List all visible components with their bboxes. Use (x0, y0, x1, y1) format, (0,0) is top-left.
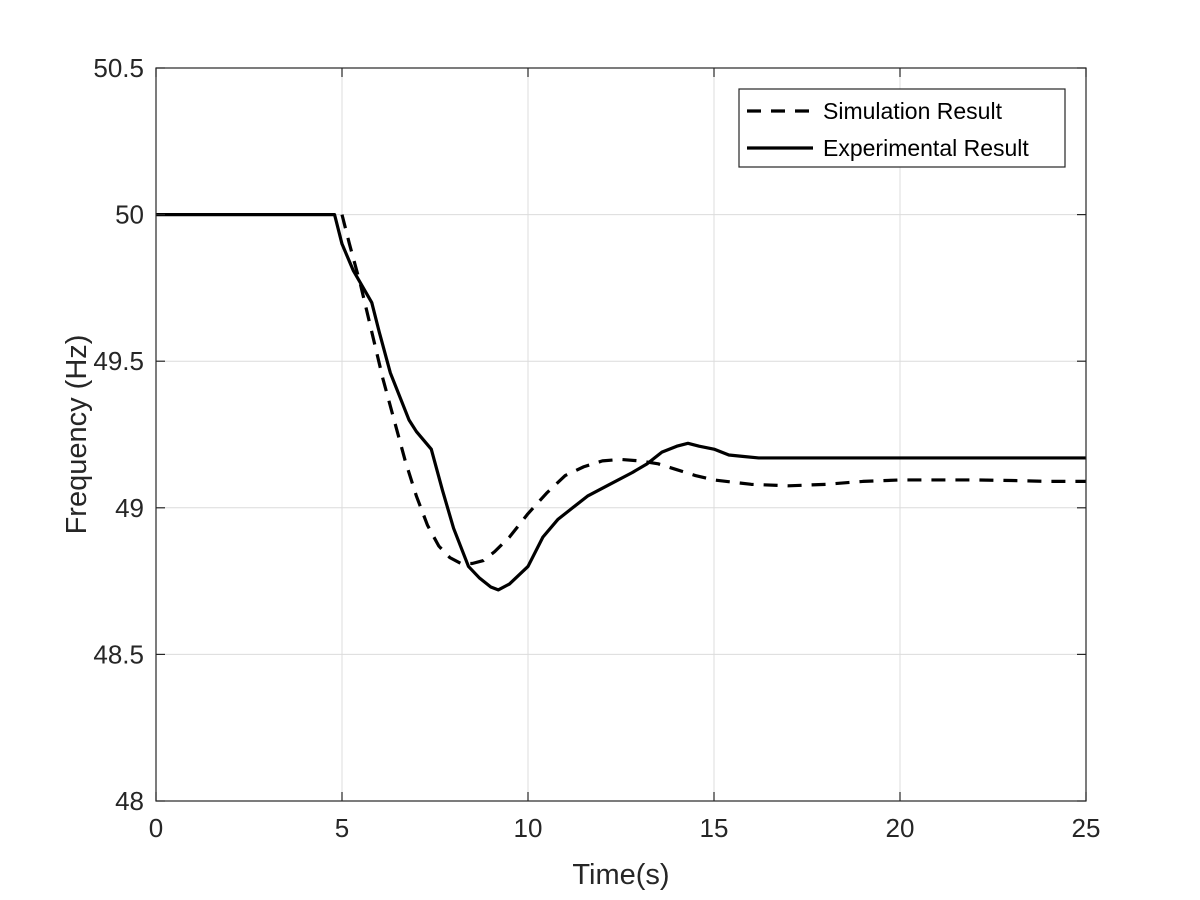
series-layer (156, 213, 1086, 592)
y-tick-label: 48 (115, 786, 144, 816)
legend: Simulation Result Experimental Result (738, 88, 1066, 168)
x-axis-label: Time(s) (572, 859, 669, 891)
y-tick-label: 50.5 (93, 53, 144, 83)
plot-area-border (155, 67, 1087, 802)
x-tick-label: 10 (514, 813, 543, 843)
y-tick-label: 50 (115, 200, 144, 230)
series-line-2 (156, 213, 1086, 592)
x-tick-label: 20 (886, 813, 915, 843)
x-tick-label: 25 (1072, 813, 1101, 843)
y-axis-label: Frequency (Hz) (61, 335, 93, 535)
y-tick-label: 49 (115, 493, 144, 523)
x-tick-label: 0 (149, 813, 163, 843)
legend-box (738, 88, 1066, 168)
legend-label-2: Experimental Result (823, 135, 1029, 161)
y-tick-label: 48.5 (93, 639, 144, 669)
plot-area (156, 68, 1086, 801)
x-tick-label: 15 (700, 813, 729, 843)
ticks (155, 67, 1087, 802)
tick-labels: 0 5 10 15 20 25 48 48.5 49 49.5 50 50.5 (93, 53, 1100, 843)
y-tick-label: 49.5 (93, 346, 144, 376)
grid (156, 68, 1086, 801)
legend-label-1: Simulation Result (823, 98, 1003, 124)
series-line-1 (340, 214, 1086, 566)
x-tick-label: 5 (335, 813, 349, 843)
